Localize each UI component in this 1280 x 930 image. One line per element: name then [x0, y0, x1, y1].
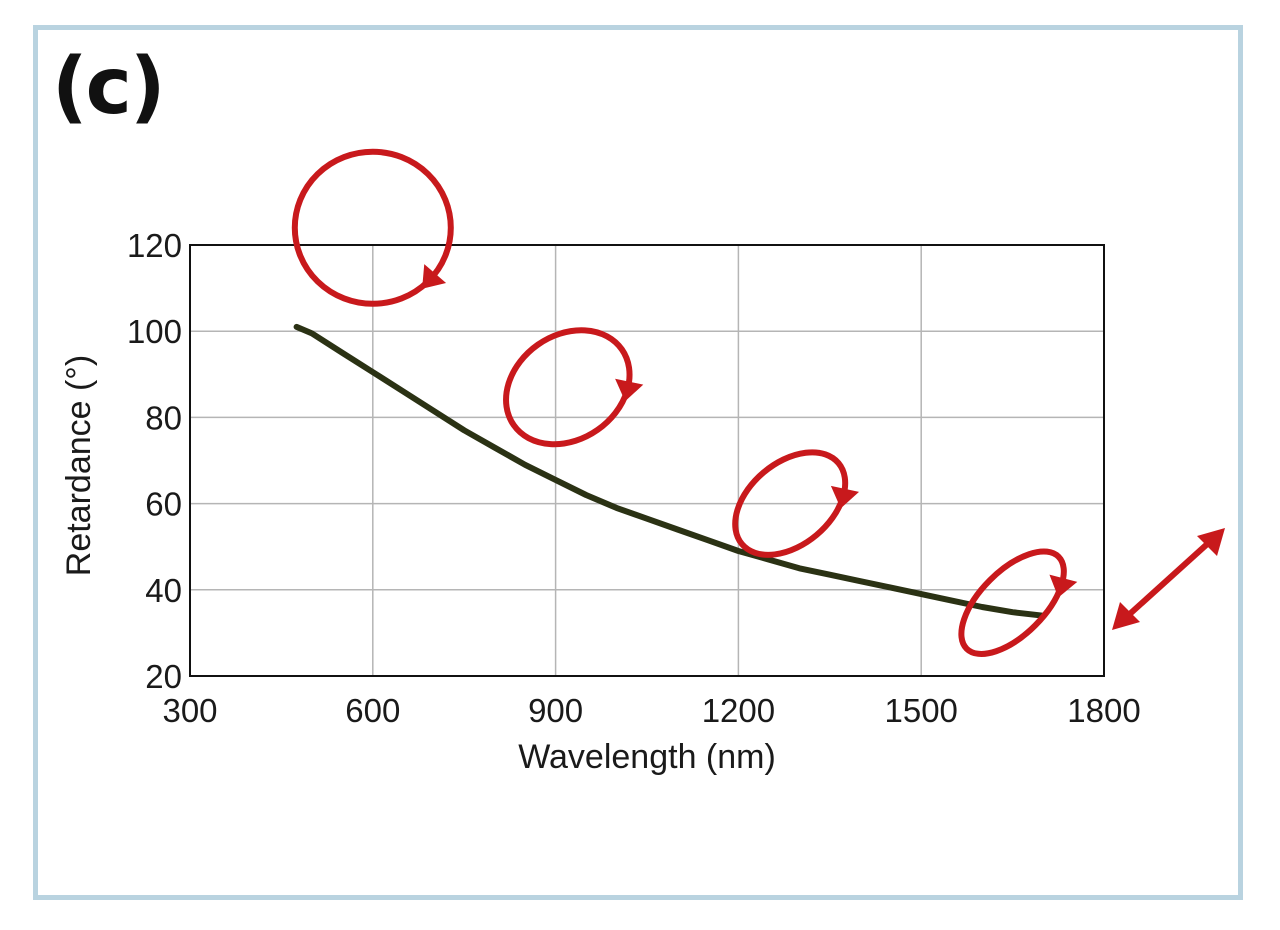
y-tick-label: 20	[145, 658, 182, 695]
plot-area-border	[189, 244, 1105, 677]
rotation-arrowhead-icon	[422, 264, 447, 289]
x-tick-label: 1500	[884, 692, 957, 729]
y-axis-title: Retardance (°)	[60, 355, 98, 576]
series-line	[293, 323, 1047, 619]
x-tick-label: 1200	[702, 692, 775, 729]
x-tick-label: 1800	[1067, 692, 1140, 729]
x-axis-ticks: 300 600 900 1200 1500 1800	[162, 692, 1140, 729]
x-tick-label: 900	[528, 692, 583, 729]
y-tick-label: 40	[145, 572, 182, 609]
grid-lines	[190, 245, 1104, 676]
elliptical-polarization-icon	[732, 449, 860, 558]
polarization-annotations	[291, 148, 1225, 657]
x-tick-label: 300	[162, 692, 217, 729]
figure-frame	[33, 25, 1243, 900]
circular-polarization-icon	[291, 148, 454, 307]
rotation-arrowhead-icon	[615, 378, 644, 402]
elliptical-polarization-icon	[958, 548, 1078, 657]
panel-label: (c)	[52, 42, 166, 132]
y-tick-label: 60	[145, 486, 182, 523]
y-tick-label: 120	[127, 227, 182, 264]
x-axis-title: Wavelength (nm)	[518, 738, 776, 776]
linear-polarization-arrow	[1112, 528, 1225, 630]
rotation-arrowhead-icon	[830, 485, 860, 509]
rotation-arrowhead-icon	[1049, 574, 1078, 598]
y-tick-label: 100	[127, 313, 182, 350]
x-tick-label: 600	[345, 692, 400, 729]
series-group	[293, 323, 1047, 619]
y-axis-ticks: 20 40 60 80 100 120	[127, 227, 182, 695]
y-tick-label: 80	[145, 399, 182, 436]
elliptical-polarization-icon	[503, 327, 644, 448]
